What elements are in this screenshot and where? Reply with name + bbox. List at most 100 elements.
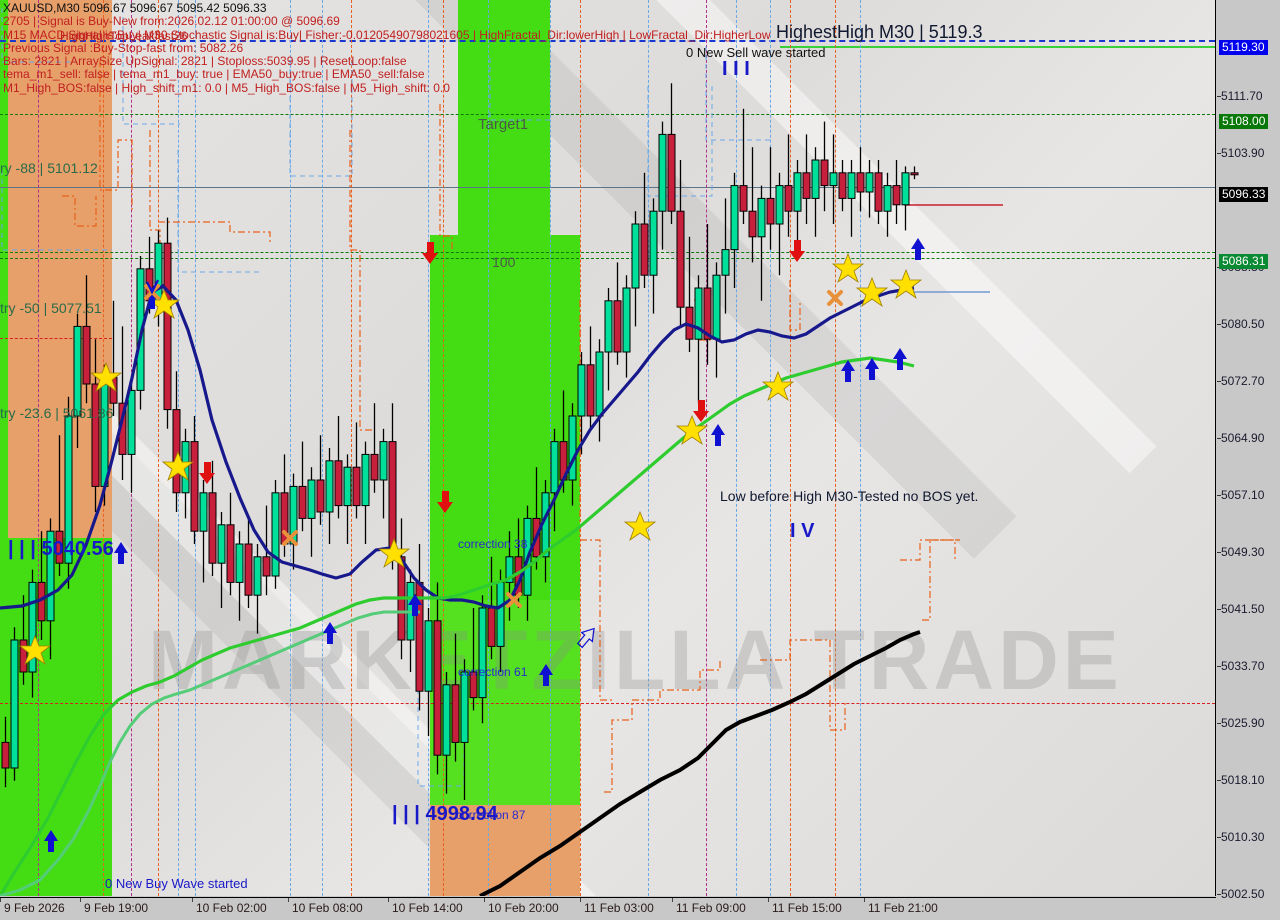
time-tick-mark (672, 898, 673, 902)
candle-body[interactable] (622, 287, 631, 353)
annotation-fib-50: try -50 | 5077.51 (0, 300, 102, 316)
candle-body[interactable] (46, 530, 55, 622)
watermark: MARKETZILLA TRADE (148, 613, 1123, 707)
candle-body[interactable] (199, 492, 208, 532)
annotation-bar-5040: | | | 5040.56 (8, 538, 114, 560)
candle-body[interactable] (433, 620, 442, 756)
candle-body[interactable] (361, 453, 370, 507)
candle-body[interactable] (631, 223, 640, 289)
candle-body[interactable] (442, 684, 451, 756)
candle-body[interactable] (649, 210, 658, 276)
chart-plot-area[interactable]: MARKETZILLA TRADE (0, 0, 1216, 896)
candle-body[interactable] (667, 133, 676, 212)
candle-body[interactable] (334, 460, 343, 507)
candle-body[interactable] (901, 172, 910, 206)
candle-body[interactable] (370, 453, 379, 481)
candle-body[interactable] (127, 389, 136, 455)
candle-body[interactable] (307, 479, 316, 519)
candle-body[interactable] (892, 185, 901, 206)
candle-body[interactable] (721, 249, 730, 276)
price-highlight-label[interactable]: 5096.33 (1219, 187, 1269, 202)
candle-body[interactable] (73, 325, 82, 417)
candle-body[interactable] (298, 485, 307, 519)
price-axis[interactable]: 5111.705103.905088.305080.505072.705064.… (1217, 0, 1280, 901)
candle-body[interactable] (424, 620, 433, 692)
candle-body[interactable] (586, 364, 595, 417)
candle-body[interactable] (865, 172, 874, 193)
candle-body[interactable] (343, 466, 352, 507)
price-highlight-label[interactable]: 5119.30 (1219, 40, 1268, 55)
price-tick-label: 5033.70 (1221, 659, 1265, 673)
candle-body[interactable] (595, 351, 604, 417)
candle-body[interactable] (784, 185, 793, 212)
candle-body[interactable] (775, 185, 784, 225)
candle-body[interactable] (217, 524, 226, 564)
candle-body[interactable] (613, 300, 622, 353)
candle-body[interactable] (451, 684, 460, 743)
candle-body[interactable] (550, 441, 559, 494)
candle-body[interactable] (154, 242, 163, 302)
candle-body[interactable] (316, 479, 325, 513)
candle-body[interactable] (226, 524, 235, 583)
candle-body[interactable] (19, 639, 28, 673)
candle-body[interactable] (730, 185, 739, 251)
candle-body[interactable] (847, 172, 856, 199)
candle-body[interactable] (64, 415, 73, 564)
candle-body[interactable] (478, 607, 487, 699)
candle-body[interactable] (568, 415, 577, 481)
candle-body[interactable] (271, 492, 280, 577)
candle-body[interactable] (487, 607, 496, 647)
candle-body[interactable] (577, 364, 586, 417)
candle-body[interactable] (262, 556, 271, 577)
candle-body[interactable] (856, 172, 865, 193)
candle-body[interactable] (604, 300, 613, 353)
price-highlight-label[interactable]: 5108.00 (1219, 114, 1269, 129)
candle-body[interactable] (694, 287, 703, 340)
candle-body[interactable] (793, 172, 802, 212)
candle-body[interactable] (352, 466, 361, 507)
candle-body[interactable] (10, 639, 19, 769)
candle-body[interactable] (190, 441, 199, 532)
candle-body[interactable] (82, 325, 91, 385)
candle-body[interactable] (658, 133, 667, 212)
candle-body[interactable] (811, 159, 820, 199)
candle-body[interactable] (388, 441, 397, 558)
candle-body[interactable] (910, 172, 919, 176)
candle-body[interactable] (91, 383, 100, 487)
candle-body[interactable] (100, 377, 109, 487)
candle-body[interactable] (55, 530, 64, 564)
candle-body[interactable] (172, 409, 181, 494)
candle-body[interactable] (640, 223, 649, 276)
candle-body[interactable] (883, 185, 892, 212)
candle-body[interactable] (253, 556, 262, 596)
candle-body[interactable] (325, 460, 334, 513)
candle-body[interactable] (235, 543, 244, 583)
candle-body[interactable] (676, 210, 685, 308)
time-axis[interactable]: 9 Feb 2026 9 Feb 19:00 10 Feb 02:00 10 Feb … (0, 897, 1216, 920)
candle-body[interactable] (802, 172, 811, 199)
candle-body[interactable] (460, 671, 469, 743)
candle-body[interactable] (208, 492, 217, 564)
candle-body[interactable] (496, 581, 505, 647)
candle-body[interactable] (703, 287, 712, 340)
candle-body[interactable] (379, 441, 388, 481)
candle-body[interactable] (757, 197, 766, 238)
candle-body[interactable] (829, 172, 838, 187)
candle-body[interactable] (163, 242, 172, 411)
time-tick-label: 11 Feb 03:00 (584, 901, 654, 915)
candle-body[interactable] (838, 172, 847, 199)
price-highlight-label[interactable]: 5086.31 (1219, 254, 1269, 269)
candle-body[interactable] (1, 741, 10, 769)
candle-body[interactable] (748, 210, 757, 238)
candle-body[interactable] (244, 543, 253, 596)
candle-body[interactable] (505, 556, 514, 583)
arrow-down-icon (693, 400, 709, 422)
candle-body[interactable] (712, 274, 721, 340)
candle-body[interactable] (766, 197, 775, 225)
candle-body[interactable] (28, 581, 37, 673)
candle-body[interactable] (820, 159, 829, 187)
candle-body[interactable] (874, 172, 883, 212)
candle-body[interactable] (739, 185, 748, 212)
candle-body[interactable] (469, 671, 478, 699)
